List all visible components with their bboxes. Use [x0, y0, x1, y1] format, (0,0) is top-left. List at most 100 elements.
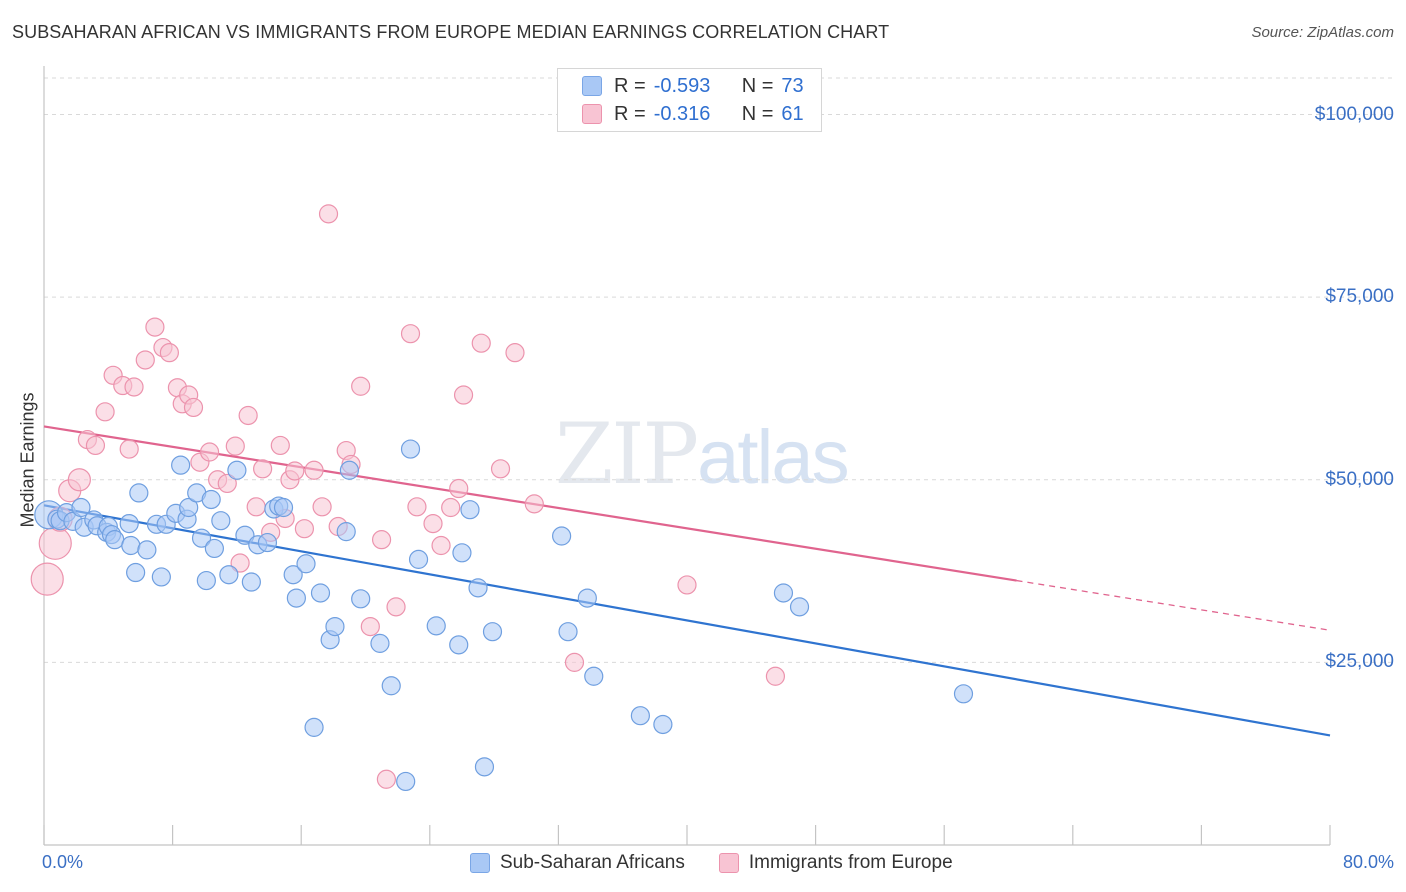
- point-subsaharan: [426, 616, 446, 636]
- series-legend: Sub-Saharan Africans Immigrants from Eur…: [470, 852, 987, 874]
- point-europe: [159, 343, 179, 363]
- point-subsaharan: [789, 597, 810, 617]
- legend-r-label: R =: [614, 74, 646, 97]
- point-europe: [246, 497, 266, 517]
- point-subsaharan: [71, 497, 91, 518]
- point-subsaharan: [468, 578, 488, 598]
- series-legend-label: Sub-Saharan Africans: [500, 852, 685, 873]
- point-subsaharan: [452, 543, 472, 563]
- point-europe: [285, 461, 305, 481]
- point-europe: [225, 436, 245, 456]
- legend-n-label: N =: [741, 102, 774, 125]
- y-tick-label: $75,000: [1325, 286, 1394, 308]
- axes: [43, 66, 1331, 846]
- point-subsaharan: [336, 522, 356, 542]
- series-swatch-pink: [718, 853, 739, 873]
- point-europe: [318, 204, 339, 224]
- point-subsaharan: [171, 455, 191, 475]
- point-subsaharan: [179, 497, 199, 518]
- series-swatch-blue: [470, 853, 490, 873]
- point-europe: [238, 405, 258, 426]
- y-axis-label: Median Earnings: [17, 392, 38, 528]
- point-subsaharan: [151, 567, 171, 587]
- point-subsaharan: [137, 540, 157, 560]
- legend-n-value: 61: [781, 102, 804, 125]
- point-europe: [471, 333, 491, 353]
- point-europe: [449, 478, 469, 499]
- point-europe: [294, 519, 315, 539]
- point-europe: [30, 562, 64, 596]
- point-europe: [351, 376, 371, 396]
- point-subsaharan: [219, 565, 239, 585]
- point-subsaharan: [482, 622, 503, 642]
- legend-r-label: R =: [614, 102, 646, 125]
- point-subsaharan: [201, 489, 221, 510]
- point-subsaharan: [351, 589, 371, 609]
- point-europe: [135, 350, 155, 370]
- point-europe: [183, 397, 204, 418]
- legend-row-europe: R = -0.316 N = 61: [582, 102, 804, 126]
- legend-n-value: 73: [781, 74, 804, 97]
- x-tick-label-min: 0.0%: [42, 852, 84, 872]
- point-subsaharan: [196, 570, 216, 591]
- point-europe: [371, 530, 392, 550]
- point-subsaharan: [325, 616, 345, 637]
- point-europe: [304, 460, 324, 480]
- point-europe: [423, 513, 443, 534]
- point-subsaharan: [449, 635, 469, 655]
- point-subsaharan: [241, 572, 261, 592]
- point-subsaharan: [204, 538, 224, 559]
- point-subsaharan: [121, 535, 141, 556]
- point-europe: [145, 317, 165, 337]
- point-subsaharan: [396, 771, 416, 792]
- point-subsaharan: [584, 666, 604, 686]
- point-europe: [312, 497, 332, 517]
- point-subsaharan: [370, 633, 390, 653]
- chart-title: SUBSAHARAN AFRICAN VS IMMIGRANTS FROM EU…: [12, 22, 890, 42]
- series-legend-label: Immigrants from Europe: [748, 852, 953, 873]
- point-subsaharan: [286, 588, 306, 608]
- legend-swatch-pink: [582, 104, 602, 124]
- point-subsaharan: [310, 583, 331, 603]
- point-europe: [677, 575, 697, 595]
- point-europe: [199, 442, 220, 462]
- point-subsaharan: [235, 525, 255, 545]
- point-subsaharan: [105, 530, 125, 550]
- point-subsaharan: [460, 500, 480, 520]
- point-subsaharan: [296, 554, 316, 574]
- point-subsaharan: [381, 676, 401, 696]
- series-legend-item-subsaharan[interactable]: Sub-Saharan Africans: [470, 852, 685, 874]
- point-subsaharan: [400, 439, 421, 459]
- legend-n-label: N =: [741, 74, 774, 97]
- series-legend-item-europe[interactable]: Immigrants from Europe: [718, 852, 953, 874]
- point-subsaharan: [227, 460, 247, 480]
- legend-r-value: -0.593: [653, 74, 711, 97]
- point-subsaharan: [653, 714, 673, 735]
- data-points: [30, 204, 974, 792]
- y-tick-label: $100,000: [1314, 103, 1394, 125]
- point-europe: [360, 616, 380, 637]
- point-europe: [386, 597, 406, 617]
- point-europe: [67, 468, 91, 492]
- point-europe: [124, 377, 144, 397]
- point-europe: [376, 769, 396, 789]
- point-europe: [230, 553, 250, 573]
- point-europe: [505, 343, 525, 363]
- point-subsaharan: [577, 588, 597, 608]
- point-subsaharan: [283, 565, 303, 585]
- point-europe: [453, 385, 474, 405]
- point-europe: [85, 435, 106, 456]
- point-subsaharan: [304, 717, 324, 737]
- point-europe: [441, 497, 461, 518]
- point-europe: [400, 324, 421, 344]
- point-europe: [765, 666, 786, 686]
- y-tick-label: $25,000: [1325, 651, 1394, 673]
- point-subsaharan: [558, 622, 578, 642]
- point-subsaharan: [773, 583, 794, 603]
- legend-row-subsaharan: R = -0.593 N = 73: [582, 74, 804, 98]
- legend-r-value: -0.316: [653, 102, 711, 125]
- point-europe: [564, 652, 585, 672]
- point-europe: [217, 473, 237, 494]
- point-subsaharan: [408, 549, 429, 569]
